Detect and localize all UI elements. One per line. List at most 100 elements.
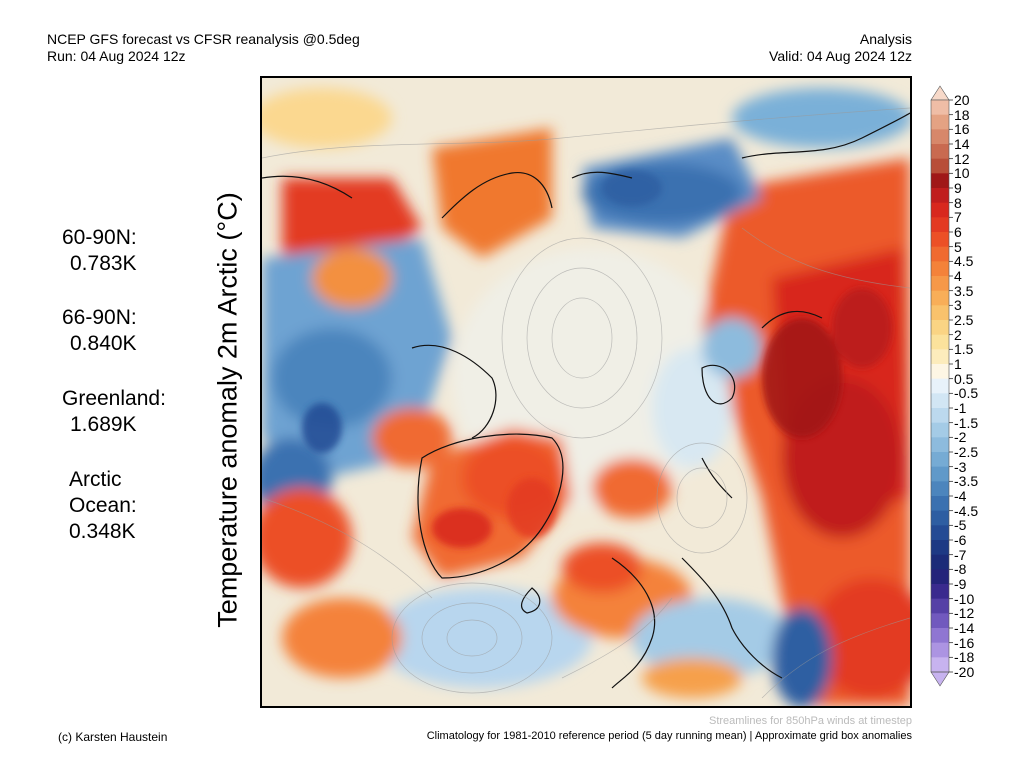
colorbar-cell (931, 657, 949, 673)
colorbar-cell (931, 290, 949, 306)
colorbar-tip-top (930, 85, 950, 101)
colorbar-label: 2 (954, 326, 962, 343)
colorbar-cell (931, 613, 949, 629)
colorbar-label: -10 (954, 590, 975, 607)
stat-value: 1.689K (70, 413, 137, 436)
colorbar-label: 4.5 (954, 253, 974, 270)
colorbar-labels: 20 18 16 14 12 10 9 8 7 6 5 4.5 4 3.5 3 2.5 2 1.5 1 0.5 -0.5… (954, 86, 1014, 686)
stat-label: 60-90N: (62, 226, 137, 249)
colorbar-label: 5 (954, 238, 962, 255)
colorbar-cell (931, 246, 949, 262)
stat-greenland: Greenland: 1.689K (62, 386, 166, 438)
colorbar-cell (931, 378, 949, 394)
colorbar-label: -14 (954, 620, 975, 636)
colorbar-cell (931, 408, 949, 424)
colorbar-cell (931, 188, 949, 204)
colorbar-label: -3.5 (954, 473, 979, 490)
colorbar-label: -3 (954, 458, 967, 475)
chart-title: NCEP GFS forecast vs CFSR reanalysis @0.… (47, 31, 360, 47)
colorbar-label: -6 (954, 532, 967, 548)
colorbar-cell (931, 525, 949, 541)
colorbar-label: 10 (954, 165, 970, 182)
colorbar-cell (931, 232, 949, 248)
colorbar-cell (931, 510, 949, 526)
colorbar-label: 18 (954, 106, 970, 123)
anomaly-map-svg (262, 78, 910, 706)
stat-label: 66-90N: (62, 306, 137, 329)
colorbar-cell (931, 481, 949, 497)
colorbar-cell (931, 598, 949, 614)
colorbar-cell (931, 202, 949, 218)
colorbar-label: 12 (954, 150, 970, 167)
anomaly-details (302, 170, 892, 548)
stat-label: Arctic Ocean: (69, 468, 137, 517)
colorbar-label: -4.5 (954, 502, 979, 519)
colorbar-label: 2.5 (954, 312, 974, 328)
colorbar-label: 1 (954, 356, 962, 372)
colorbar-cell (931, 305, 949, 321)
credit: (c) Karsten Haustein (58, 730, 168, 744)
colorbar-cell (931, 628, 949, 644)
climatology-note: Climatology for 1981-2010 reference peri… (426, 730, 912, 742)
colorbar-cell (931, 173, 949, 189)
colorbar-cell (931, 554, 949, 570)
stat-value: 0.783K (70, 252, 137, 275)
colorbar-cell (931, 569, 949, 585)
colorbar-label: 14 (954, 136, 970, 152)
header-left: NCEP GFS forecast vs CFSR reanalysis @0.… (47, 31, 360, 65)
stat-value: 0.840K (70, 332, 137, 355)
colorbar-cell (931, 320, 949, 336)
stat-arctic-ocean: Arctic Ocean: 0.348K (69, 467, 159, 545)
colorbar-cell (931, 334, 949, 350)
colorbar-label: 20 (954, 92, 970, 108)
colorbar-label: -2 (954, 429, 967, 446)
colorbar-label: -9 (954, 576, 967, 592)
colorbar-label: -18 (954, 649, 975, 666)
colorbar-cell (931, 393, 949, 409)
streamlines-note: Streamlines for 850hPa winds at timestep (709, 715, 912, 727)
stat-60-90n: 60-90N: 0.783K (62, 225, 137, 277)
colorbar-label: -16 (954, 634, 975, 651)
colorbar-cell (931, 584, 949, 600)
colorbar-cell (931, 642, 949, 658)
colorbar-cell (931, 114, 949, 130)
colorbar-label: -7 (954, 546, 967, 563)
colorbar-label: 9 (954, 180, 962, 196)
streamlines (262, 107, 910, 699)
colorbar-cell (931, 144, 949, 160)
colorbar-label: -4 (954, 488, 967, 504)
stat-label: Greenland: (62, 387, 166, 410)
colorbar-label: 0.5 (954, 370, 974, 387)
colorbar-cell (931, 422, 949, 438)
colorbar-cell (931, 437, 949, 453)
colorbar-label: 6 (954, 224, 962, 240)
colorbar-label: 8 (954, 194, 962, 211)
colorbar-label: 4 (954, 268, 962, 284)
colorbar-cell (931, 349, 949, 365)
colorbar-cell (931, 129, 949, 145)
valid-time: Valid: 04 Aug 2024 12z (769, 48, 912, 64)
colorbar-cell (931, 217, 949, 233)
colorbar-cell (931, 261, 949, 277)
coastlines (262, 112, 910, 689)
stat-value: 0.348K (69, 520, 136, 543)
colorbar-label: -2.5 (954, 444, 979, 460)
colorbar (930, 85, 953, 687)
colorbar-label: -0.5 (954, 385, 979, 402)
colorbar-cell (931, 496, 949, 512)
colorbar-label: -12 (954, 605, 975, 622)
colorbar-svg (930, 85, 953, 687)
colorbar-cell (931, 466, 949, 482)
colorbar-label: 1.5 (954, 341, 974, 358)
colorbar-label: 3.5 (954, 282, 974, 299)
colorbar-label: 16 (954, 121, 970, 138)
colorbar-label: -1.5 (954, 414, 979, 431)
colorbar-cell (931, 540, 949, 556)
colorbar-label: 7 (954, 209, 962, 226)
run-time: Run: 04 Aug 2024 12z (47, 48, 186, 64)
colorbar-label: -5 (954, 517, 967, 534)
stat-66-90n: 66-90N: 0.840K (62, 305, 137, 357)
colorbar-label: -1 (954, 400, 967, 416)
colorbar-cell (931, 452, 949, 468)
colorbar-label: -8 (954, 561, 967, 578)
